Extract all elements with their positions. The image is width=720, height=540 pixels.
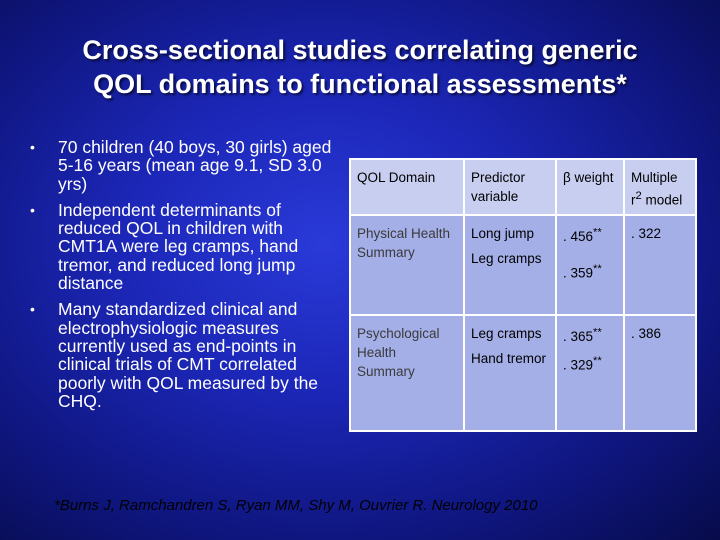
cell-beta: . 365** . 329** <box>555 313 625 432</box>
bullet-icon: • <box>30 301 35 318</box>
beta-number: . 365 <box>563 329 594 344</box>
cell-r2: . 322 <box>623 213 697 316</box>
bullet-item: • 70 children (40 boys, 30 girls) aged 5… <box>30 138 345 193</box>
bullet-text: Independent determinants of reduced QOL … <box>58 199 299 294</box>
predictor-value: Leg cramps <box>471 250 542 266</box>
significance-marker: ** <box>593 326 602 339</box>
header-multiple-r2-model: Multiple r2 model <box>623 158 697 216</box>
slide-title: Cross-sectional studies correlating gene… <box>0 33 720 101</box>
cell-predictor: Leg cramps Hand tremor <box>463 313 557 432</box>
header-r2-prefix: Multiple r <box>631 170 678 208</box>
significance-marker: ** <box>593 226 602 239</box>
cell-beta: . 456** . 359** <box>555 213 625 316</box>
beta-value: . 359** <box>563 260 617 283</box>
cell-r2: . 386 <box>623 313 697 432</box>
beta-value: . 365** <box>563 326 602 345</box>
table-row: Psychological Health Summary Leg cramps … <box>349 313 697 432</box>
cell-domain: Psychological Health Summary <box>349 313 465 432</box>
bullet-text: Many standardized clinical and electroph… <box>58 299 319 411</box>
bullet-item: • Independent determinants of reduced QO… <box>30 199 345 294</box>
slide-title-line-2: QOL domains to functional assessments* <box>93 69 627 99</box>
predictor-value: Long jump <box>471 225 535 241</box>
header-beta-weight: β weight <box>555 158 625 216</box>
beta-number: . 456 <box>563 229 594 244</box>
table-header-row: QOL Domain Predictor variable β weight M… <box>349 158 697 216</box>
beta-number: . 359 <box>563 265 594 281</box>
bullet-icon: • <box>30 201 35 218</box>
table-row: Physical Health Summary Long jump Leg cr… <box>349 213 697 316</box>
bullet-item: • Many standardized clinical and electro… <box>30 300 345 410</box>
header-r2-superscript: 2 <box>635 190 642 202</box>
citation-footnote: *Burns J, Ramchandren S, Ryan MM, Shy M,… <box>54 497 538 514</box>
beta-value: . 329** <box>563 352 617 375</box>
header-qol-domain: QOL Domain <box>349 158 465 216</box>
significance-marker: ** <box>593 355 602 367</box>
bullet-list: • 70 children (40 boys, 30 girls) aged 5… <box>30 138 345 418</box>
beta-value: . 456** <box>563 226 602 245</box>
predictor-value: Hand tremor <box>471 350 547 366</box>
qol-table: QOL Domain Predictor variable β weight M… <box>349 158 697 432</box>
slide-title-line-1: Cross-sectional studies correlating gene… <box>82 35 638 65</box>
bullet-icon: • <box>30 139 35 155</box>
beta-number: . 329 <box>563 357 594 373</box>
header-r2-suffix: model <box>641 192 683 208</box>
cell-domain: Physical Health Summary <box>349 213 465 316</box>
cell-predictor: Long jump Leg cramps <box>463 213 557 316</box>
predictor-value: Leg cramps <box>471 325 542 341</box>
bullet-text: 70 children (40 boys, 30 girls) aged 5-1… <box>58 137 332 194</box>
significance-marker: ** <box>593 263 602 275</box>
header-predictor-variable: Predictor variable <box>463 158 557 216</box>
